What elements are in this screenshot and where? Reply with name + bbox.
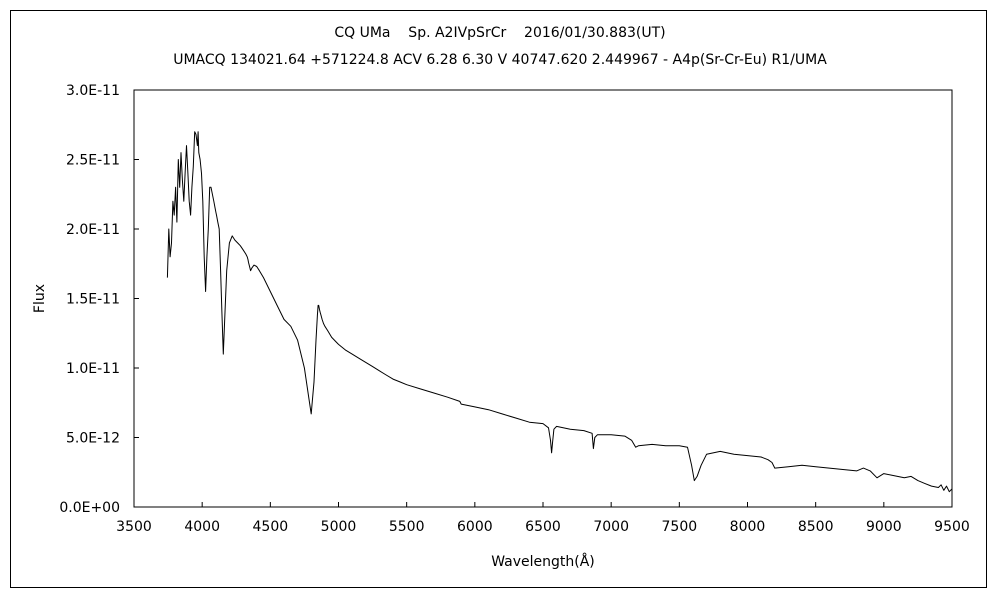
y-tick-label: 3.0E-11	[66, 83, 120, 99]
x-axis-title: Wavelength(Å)	[491, 553, 595, 570]
x-tick-label: 8500	[798, 519, 834, 535]
x-tick-label: 5500	[389, 519, 425, 535]
x-axis: 3500 4000 4500 5000 5500 6000 6500 7000 7500 8000…	[116, 502, 970, 535]
y-tick-label: 5.0E-12	[66, 431, 120, 447]
plot-area	[133, 89, 953, 508]
x-tick-label: 9500	[934, 519, 970, 535]
y-tick-label: 2.0E-11	[66, 222, 120, 238]
x-tick-label: 6000	[457, 519, 493, 535]
chart-subtitle: UMACQ 134021.64 +571224.8 ACV 6.28 6.30 …	[173, 52, 827, 68]
x-tick-label: 3500	[116, 519, 152, 535]
chart-title: CQ UMa Sp. A2IVpSrCr 2016/01/30.883(UT)	[334, 25, 666, 41]
x-tick-label: 9000	[866, 519, 902, 535]
y-tick-label: 1.0E-11	[66, 361, 120, 377]
y-tick-label: 2.5E-11	[66, 153, 120, 169]
x-tick-label: 4000	[184, 519, 220, 535]
chart-frame	[10, 10, 987, 588]
x-tick-label: 4500	[253, 519, 289, 535]
x-tick-label: 7500	[662, 519, 698, 535]
y-tick-label: 0.0E+00	[59, 500, 120, 516]
x-tick-label: 7000	[593, 519, 629, 535]
series-layer	[166, 131, 953, 493]
y-tick-label: 1.5E-11	[66, 292, 120, 308]
y-axis: 0.0E+00 5.0E-12 1.0E-11 1.5E-11 2.0E-11 2.5E-…	[59, 83, 139, 516]
y-axis-title: Flux	[32, 284, 48, 313]
x-tick-label: 5000	[321, 519, 357, 535]
x-tick-label: 8000	[730, 519, 766, 535]
x-tick-label: 6500	[525, 519, 561, 535]
spectrum-line	[166, 131, 953, 493]
